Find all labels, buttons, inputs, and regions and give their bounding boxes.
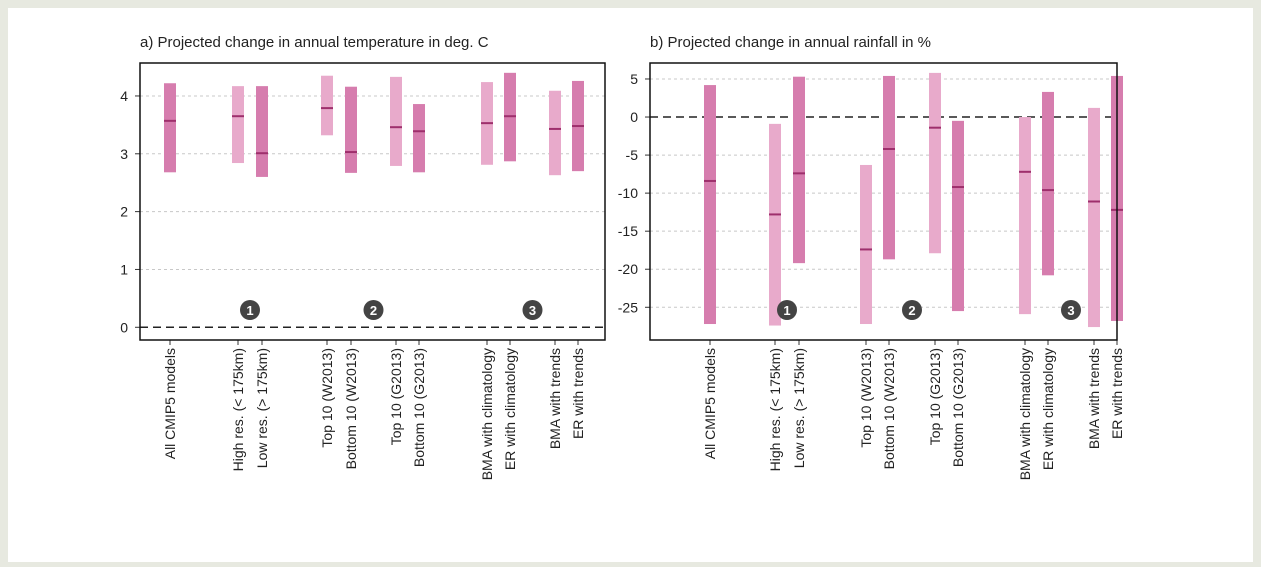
group-badge-label: 3 (529, 303, 536, 318)
range-bar (232, 86, 244, 164)
group-badge-label: 2 (908, 303, 915, 318)
x-tick-label: BMA with climatology (1017, 348, 1033, 480)
y-tick-label: 2 (120, 204, 128, 220)
x-tick-label: ER with trends (1109, 348, 1125, 439)
range-bar (793, 76, 805, 264)
group-badge-label: 1 (783, 303, 790, 318)
y-tick-label: -20 (618, 261, 638, 277)
range-bar (860, 164, 872, 325)
x-tick-label: BMA with climatology (479, 348, 495, 480)
x-tick-label: All CMIP5 models (702, 348, 718, 459)
group-badge (240, 300, 260, 320)
x-tick-label: ER with climatology (502, 348, 518, 470)
range-bar (704, 85, 716, 325)
x-tick-label: Low res. (> 175km) (254, 348, 270, 468)
chart-title: a) Projected change in annual temperatur… (140, 34, 489, 51)
range-bar (952, 120, 964, 312)
x-tick-label: Top 10 (G2013) (927, 348, 943, 445)
group-badge (777, 300, 797, 320)
range-bar (164, 83, 176, 173)
plot-frame (139, 62, 606, 341)
y-tick-label: 3 (120, 146, 128, 162)
x-tick-label: High res. (< 175km) (230, 348, 246, 471)
group-badge-label: 3 (1067, 303, 1074, 318)
x-tick-label: Bottom 10 (G2013) (950, 348, 966, 467)
x-tick-label: All CMIP5 models (162, 348, 178, 459)
x-tick-label: BMA with trends (1086, 348, 1102, 449)
x-tick-label: Top 10 (W2013) (858, 348, 874, 448)
x-tick-label: Bottom 10 (G2013) (411, 348, 427, 467)
group-badge (363, 300, 384, 320)
y-tick-label: -25 (618, 299, 638, 315)
x-tick-label: ER with trends (570, 348, 586, 439)
chart-title: b) Projected change in annual rainfall i… (650, 34, 931, 51)
y-tick-label: 4 (120, 88, 128, 104)
y-tick-label: 0 (630, 109, 638, 125)
y-tick-label: 1 (120, 261, 128, 277)
x-tick-label: Top 10 (W2013) (319, 348, 335, 448)
range-bar (1042, 91, 1054, 276)
range-bar (549, 90, 561, 176)
y-tick-label: 5 (630, 71, 638, 87)
x-tick-label: Bottom 10 (W2013) (343, 348, 359, 469)
group-badge (522, 300, 543, 320)
range-bar (390, 76, 402, 166)
group-badge-label: 1 (246, 303, 253, 318)
range-bar (256, 86, 268, 177)
range-bar (345, 86, 357, 173)
y-tick-label: -10 (618, 185, 638, 201)
group-badge-label: 2 (370, 303, 377, 318)
x-tick-label: Bottom 10 (W2013) (881, 348, 897, 469)
x-tick-label: BMA with trends (547, 348, 563, 449)
y-tick-label: -15 (618, 223, 638, 239)
y-tick-label: -5 (626, 147, 639, 163)
range-bar (929, 72, 941, 254)
x-tick-label: ER with climatology (1040, 348, 1056, 470)
x-tick-label: Top 10 (G2013) (388, 348, 404, 445)
range-bar (1088, 107, 1100, 328)
panel-background (8, 8, 1253, 562)
range-bar (413, 104, 425, 173)
group-badge (1061, 300, 1081, 320)
range-bar (321, 75, 333, 136)
plot-frame (649, 62, 1118, 341)
x-tick-label: Low res. (> 175km) (791, 348, 807, 468)
range-bar (883, 75, 895, 260)
y-tick-label: 0 (120, 319, 128, 335)
range-bar (769, 123, 781, 326)
range-bar (1019, 117, 1031, 315)
group-badge (902, 300, 922, 320)
x-tick-label: High res. (< 175km) (767, 348, 783, 471)
